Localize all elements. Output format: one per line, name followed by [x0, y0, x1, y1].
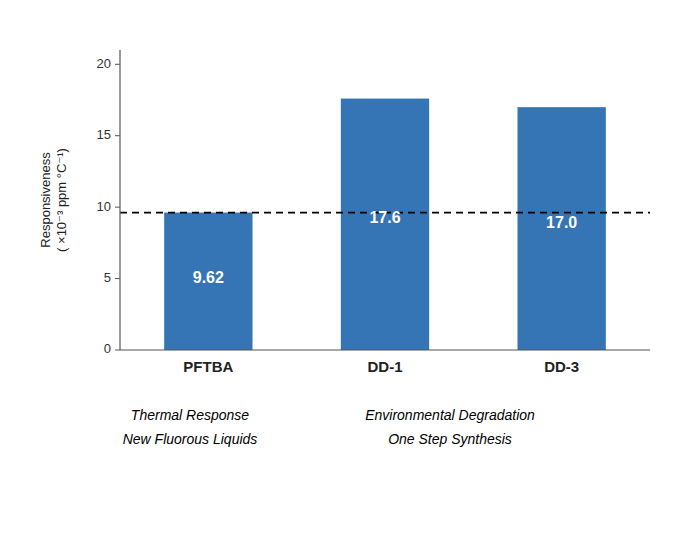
y-tick — [115, 350, 120, 351]
y-tick-label: 0 — [104, 341, 111, 356]
x-tick-label: PFTBA — [183, 358, 233, 375]
y-tick — [115, 64, 120, 65]
y-tick — [115, 207, 120, 208]
y-axis — [119, 50, 120, 350]
data-label: 9.62 — [193, 269, 224, 286]
y-tick-label: 15 — [97, 127, 111, 142]
chart: 0 5 10 15 20 Responsiveness( ×10⁻³ ppm °C⁻¹) 9… — [0, 0, 680, 539]
y-tick-label: 5 — [104, 270, 111, 285]
y-axis-label: Responsiveness( ×10⁻³ ppm °C⁻¹) — [38, 148, 69, 252]
y-tick — [115, 135, 120, 136]
x-tick-label: DD-1 — [367, 358, 402, 375]
x-axis — [120, 349, 650, 350]
annotation: Thermal Response — [131, 407, 249, 423]
annotation: New Fluorous Liquids — [123, 431, 258, 447]
data-label: 17.0 — [546, 214, 577, 231]
y-tick — [115, 278, 120, 279]
bar — [164, 213, 252, 350]
bar — [341, 99, 429, 350]
y-tick-label: 10 — [97, 199, 111, 214]
annotation: Environmental Degradation — [365, 407, 535, 423]
annotation: One Step Synthesis — [388, 431, 512, 447]
x-tick-label: DD-3 — [544, 358, 579, 375]
bars — [120, 99, 650, 350]
y-tick-label: 20 — [97, 56, 111, 71]
data-label: 17.6 — [369, 209, 400, 226]
bar — [518, 107, 606, 350]
